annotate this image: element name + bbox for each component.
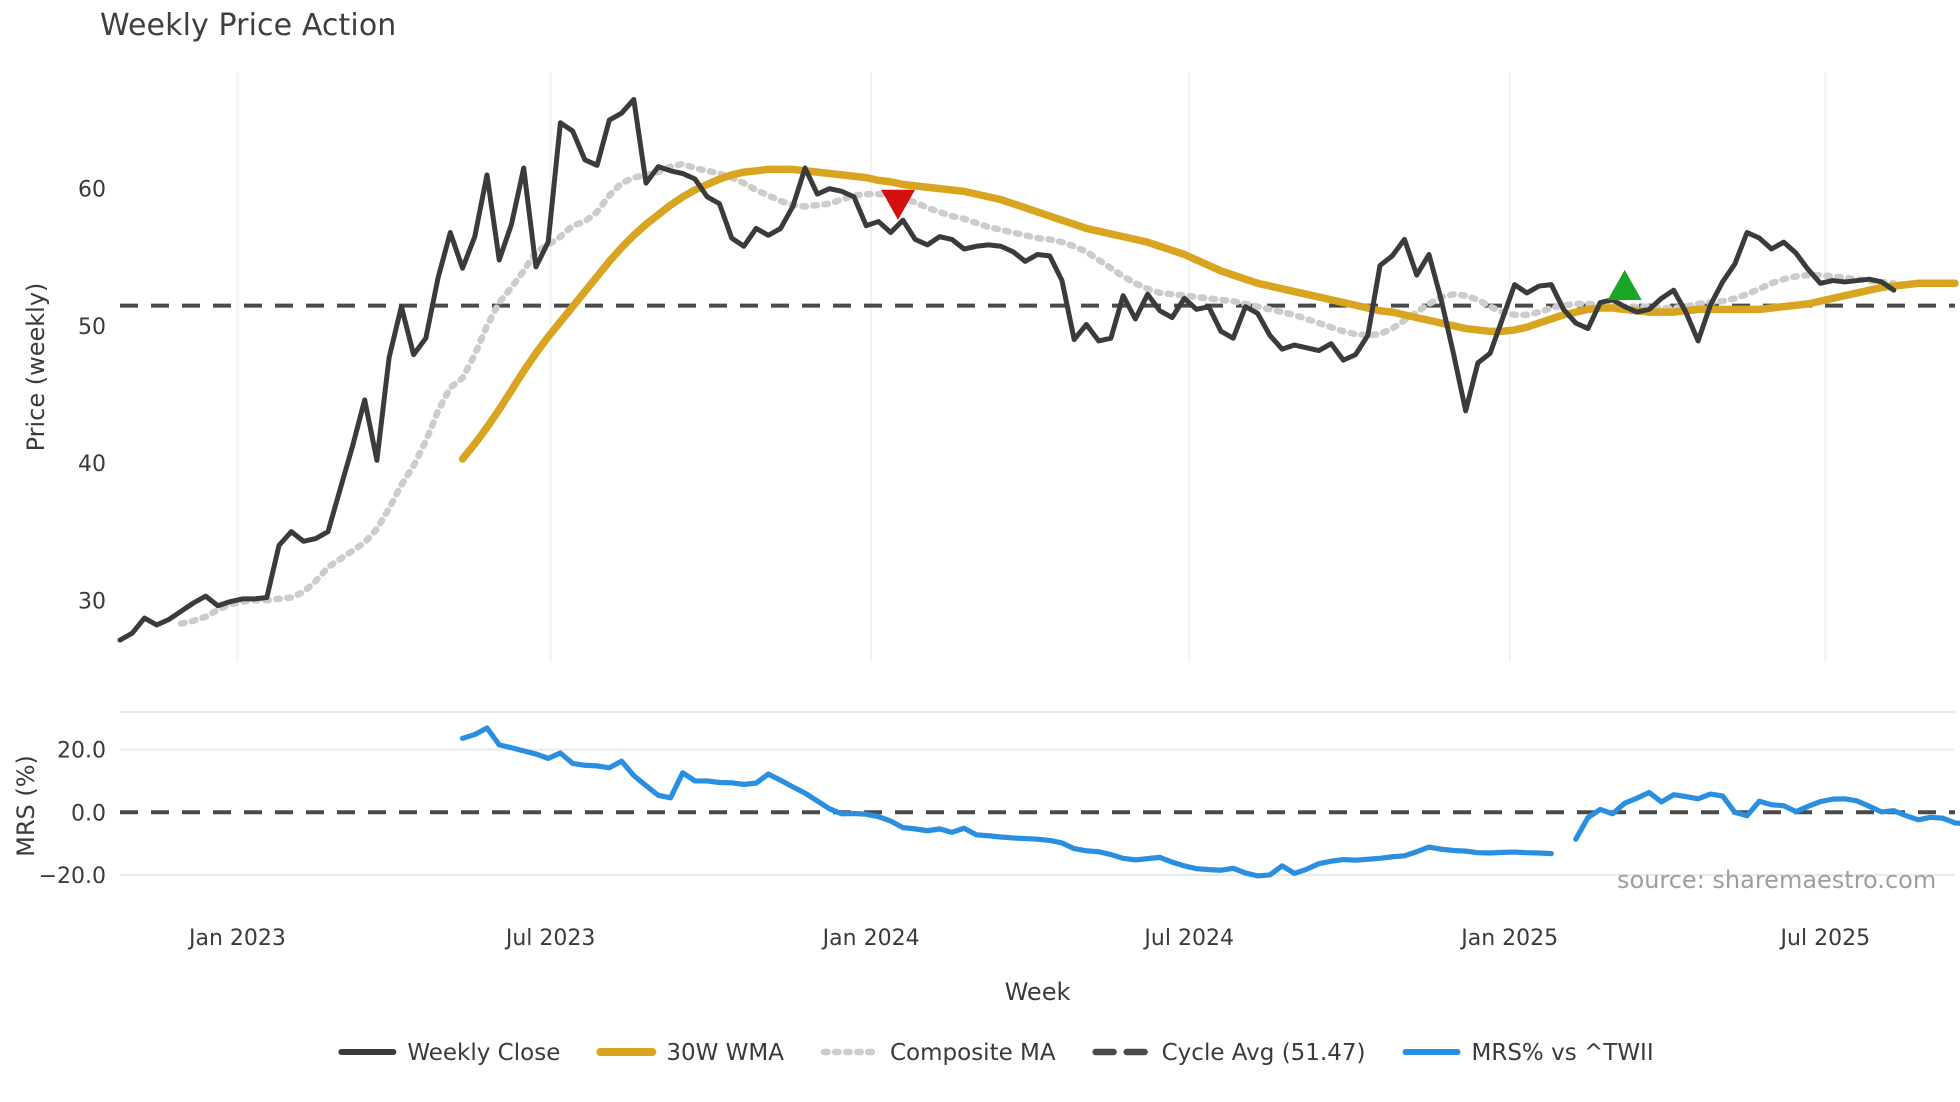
price-panel	[117, 96, 1959, 643]
buy-signal-marker	[1607, 269, 1642, 300]
mrs-panel	[120, 725, 1960, 879]
x-tick-label: Jan 2024	[821, 926, 920, 951]
series-mrs-percent-segment-0	[459, 725, 1554, 879]
legend-label: Composite MA	[890, 1040, 1056, 1066]
series-mrs-percent-segment-1	[1573, 789, 1960, 842]
legend-label: Weekly Close	[407, 1040, 560, 1066]
price-y-tick-label: 30	[78, 589, 106, 614]
x-tick-label: Jan 2023	[187, 926, 286, 951]
series-composite-ma	[177, 160, 1898, 627]
price-axis-title: Price (weekly)	[22, 283, 50, 452]
legend-item-cycle-avg-51-47-[interactable]: Cycle Avg (51.47)	[1092, 1040, 1366, 1066]
mrs-y-tick-label: 20.0	[57, 739, 106, 764]
axes-layer: Jan 2023 Jul 2023 Jan 2024 Jul 2024 Jan 2025…	[12, 178, 1870, 1006]
x-tick-label: Jul 2024	[1142, 926, 1234, 951]
grid-layer	[120, 72, 1955, 876]
page-title: Weekly Price Action	[100, 8, 397, 43]
price-y-tick-label: 40	[78, 452, 106, 477]
price-y-tick-label: 60	[78, 178, 106, 203]
legend-label: MRS% vs ^TWII	[1472, 1040, 1654, 1066]
series-30w-wma	[458, 165, 1959, 463]
series-weekly-close	[117, 96, 1897, 643]
sell-signal-marker	[881, 189, 916, 220]
legend-item-30w-wma[interactable]: 30W WMA	[596, 1040, 784, 1066]
price-y-tick-label: 50	[78, 315, 106, 340]
x-tick-label: Jul 2023	[504, 926, 596, 951]
x-tick-label: Jan 2025	[1459, 926, 1558, 951]
mrs-axis-title: MRS (%)	[12, 755, 40, 857]
signal-markers	[881, 189, 1642, 300]
mrs-y-tick-label: 0.0	[71, 801, 106, 826]
legend-label: Cycle Avg (51.47)	[1162, 1040, 1366, 1066]
legend-item-composite-ma[interactable]: Composite MA	[820, 1040, 1056, 1066]
legend-item-weekly-close[interactable]: Weekly Close	[338, 1040, 560, 1066]
mrs-y-tick-label: −20.0	[39, 864, 106, 889]
x-axis-title: Week	[1005, 978, 1071, 1006]
x-tick-label: Jul 2025	[1779, 926, 1871, 951]
legend-item-mrs-vs-twii[interactable]: MRS% vs ^TWII	[1402, 1040, 1654, 1066]
source-watermark: source: sharemaestro.com	[1617, 866, 1936, 894]
legend-label: 30W WMA	[666, 1040, 784, 1066]
chart-legend: Weekly Close 30W WMA Composite MA Cycle Avg…	[338, 1040, 1654, 1066]
